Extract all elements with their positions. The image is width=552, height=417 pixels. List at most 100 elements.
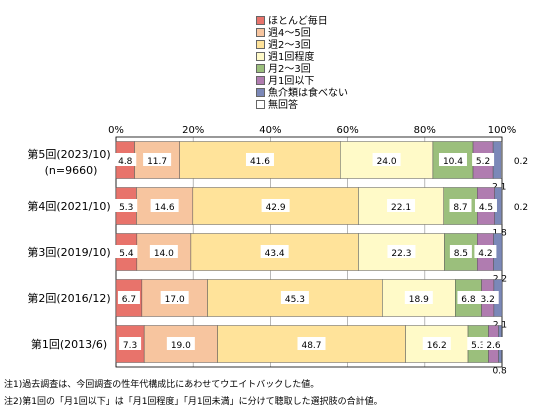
x-tick-label: 40%: [259, 125, 281, 136]
value-label: 42.9: [266, 203, 286, 213]
bar-segment: [500, 141, 503, 179]
value-label-bg: [245, 153, 274, 166]
value-label: 14.0: [154, 249, 174, 259]
value-label-bg: [166, 337, 195, 350]
value-label-bg: [261, 199, 290, 212]
footnote-1: 注1)過去調査は、今回調査の性年代構成比にあわせてウエイトバックした値。: [4, 380, 320, 390]
value-label-bg: [114, 153, 137, 166]
legend-label: 月2～3回: [268, 64, 311, 75]
category-label: 第2回(2016/12): [27, 291, 110, 305]
category-label: 第1回(2013/6): [31, 337, 107, 351]
value-label-bg: [119, 337, 142, 350]
value-label: 5.3: [471, 341, 485, 351]
footnote-2: 注2)第1回の「月1回以下」は「月1回程度」「月1回未満」に分けて聴取した選択肢…: [4, 397, 383, 407]
value-label-bg: [115, 245, 138, 258]
value-label-bg: [150, 199, 179, 212]
value-label-bg: [472, 153, 495, 166]
legend-swatch: [256, 39, 265, 49]
value-label: 24.0: [377, 157, 397, 167]
value-label: 0.8: [492, 367, 507, 377]
legend-swatch: [256, 75, 265, 85]
legend-label: 月1回以下: [268, 76, 315, 87]
value-label: 8.5: [454, 249, 468, 259]
x-tick-label: 0%: [108, 125, 124, 136]
value-label: 7.3: [123, 341, 137, 351]
value-label-bg: [482, 337, 505, 350]
value-label: 17.0: [165, 295, 185, 305]
legend-label: ほとんど毎日: [268, 16, 328, 27]
value-label-bg: [115, 199, 138, 212]
value-label: 45.3: [285, 295, 305, 305]
value-label: 19.0: [171, 341, 191, 351]
legend-label: 魚介類は食べない: [268, 88, 348, 99]
value-label: 5.4: [119, 249, 134, 259]
legend-swatch: [256, 87, 265, 97]
legend-item: ほとんど毎日: [256, 15, 328, 28]
category-sublabel: (n=9660): [45, 164, 98, 177]
legend-item: 月1回以下: [256, 75, 315, 88]
legend-swatch: [256, 51, 265, 61]
value-label: 4.8: [118, 157, 133, 167]
value-label: 4.5: [479, 203, 493, 213]
value-label-bg: [438, 153, 467, 166]
value-label-bg: [387, 245, 416, 258]
value-label: 48.7: [301, 341, 321, 351]
value-label: 18.9: [409, 295, 429, 305]
value-label-bg: [476, 291, 499, 304]
x-tick-label: 80%: [414, 125, 436, 136]
value-label: 6.8: [461, 295, 476, 305]
value-label-bg: [404, 291, 433, 304]
value-label-bg: [160, 291, 189, 304]
legend-item: 魚介類は食べない: [256, 87, 348, 100]
bar-segment: [501, 187, 503, 225]
value-label-bg: [474, 199, 497, 212]
value-label-bg: [260, 245, 289, 258]
category-label: 第4回(2021/10): [27, 199, 110, 213]
value-label: 16.2: [427, 341, 447, 351]
category-label: 第3回(2019/10): [27, 245, 110, 259]
x-tick-label: 20%: [182, 125, 204, 136]
value-label: 43.4: [265, 249, 285, 259]
value-label: 0.2: [514, 203, 528, 213]
value-label: 2.6: [486, 341, 501, 351]
value-label: 22.1: [391, 203, 411, 213]
value-label: 0.2: [514, 157, 528, 167]
value-label: 6.7: [122, 295, 136, 305]
value-label: 8.7: [453, 203, 467, 213]
value-label-bg: [449, 245, 472, 258]
value-label-bg: [143, 153, 172, 166]
bar-segment: [492, 141, 502, 179]
category-label: 第5回(2023/10): [27, 147, 110, 161]
x-tick-label: 100%: [488, 125, 517, 136]
value-label-bg: [280, 291, 309, 304]
value-label-bg: [297, 337, 326, 350]
legend-swatch: [256, 27, 265, 37]
value-label: 11.7: [147, 157, 167, 167]
value-label: 4.2: [478, 249, 492, 259]
legend-label: 週4～5回: [268, 28, 311, 39]
legend-swatch: [256, 63, 265, 73]
value-label: 3.2: [481, 295, 495, 305]
value-label-bg: [457, 291, 480, 304]
value-label-bg: [474, 245, 497, 258]
value-label: 41.6: [250, 157, 270, 167]
value-label: 10.4: [443, 157, 463, 167]
legend-swatch: [256, 99, 265, 109]
legend-item: 月2～3回: [256, 63, 311, 76]
value-label-bg: [149, 245, 178, 258]
x-tick-label: 60%: [336, 125, 358, 136]
legend-item: 週2～3回: [256, 39, 311, 52]
legend-label: 週2～3回: [268, 40, 311, 51]
legend-item: 無回答: [256, 99, 298, 112]
bar-segment: [134, 141, 180, 179]
value-label-bg: [387, 199, 416, 212]
legend-label: 週1回程度: [268, 52, 315, 63]
value-label-bg: [372, 153, 401, 166]
value-label: 5.2: [476, 157, 490, 167]
value-label-bg: [449, 199, 472, 212]
bar-segment: [192, 187, 359, 225]
legend-swatch: [256, 15, 265, 25]
legend-item: 週1回程度: [256, 51, 315, 64]
value-label-bg: [422, 337, 451, 350]
